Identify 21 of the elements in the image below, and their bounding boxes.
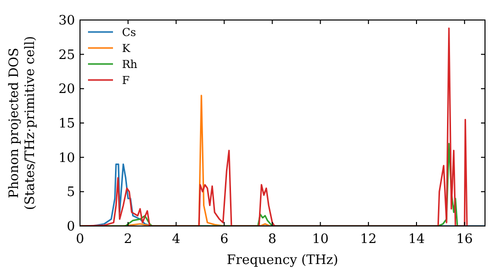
x-tick-label: 10 — [312, 232, 329, 247]
x-tick-label: 6 — [220, 232, 228, 247]
y-tick-label: 25 — [58, 48, 75, 63]
x-tick-label: 2 — [124, 232, 132, 247]
y-tick-label: 0 — [66, 220, 75, 235]
legend-label: Cs — [122, 26, 136, 39]
x-tick-label: 16 — [456, 232, 473, 247]
x-tick-label: 12 — [360, 232, 377, 247]
legend-label: Rh — [122, 58, 138, 71]
x-tick-label: 14 — [408, 232, 425, 247]
y-tick-label: 20 — [58, 82, 75, 98]
x-axis-title: Frequency (THz) — [226, 253, 338, 268]
y-tick-label: 10 — [58, 150, 75, 166]
x-tick-label: 4 — [172, 232, 180, 247]
legend-label: F — [122, 74, 130, 87]
y-tick-label: 5 — [66, 185, 75, 200]
y-tick-label: 15 — [58, 116, 75, 132]
y-tick-label: 30 — [58, 14, 75, 29]
x-tick-label: 8 — [268, 232, 276, 247]
legend-label: K — [122, 42, 131, 55]
y-axis-title: Phonon projected DOS (States/THz·primitive cell) — [7, 36, 38, 210]
